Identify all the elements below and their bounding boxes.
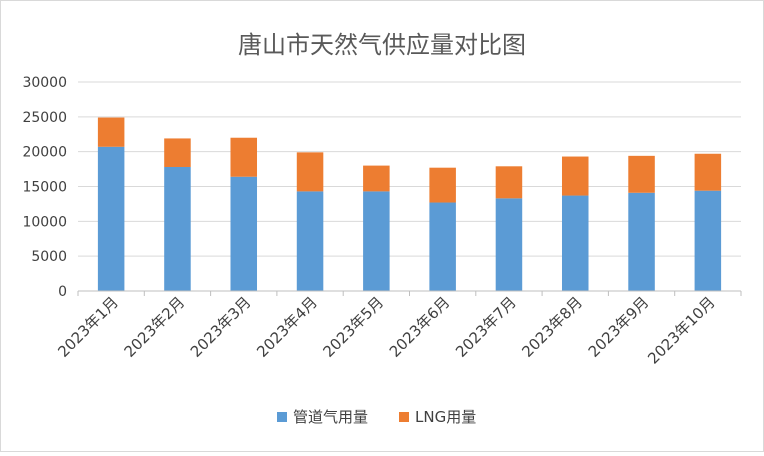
bar-pipeline-gas xyxy=(694,190,722,291)
bar-lng xyxy=(628,155,655,193)
y-tick-label: 0 xyxy=(58,284,67,300)
bar-lng xyxy=(694,153,722,191)
x-tick-label: 2023年1月 xyxy=(54,293,122,361)
chart-title: 唐山市天然气供应量对比图 xyxy=(238,31,526,59)
legend: 管道气用量 LNG用量 xyxy=(277,408,476,426)
x-tick-label: 2023年4月 xyxy=(253,293,321,361)
x-axis-tick-labels: 2023年1月2023年2月2023年3月2023年4月2023年5月2023年… xyxy=(54,293,718,367)
y-tick-label: 25000 xyxy=(22,110,67,126)
bar-lng xyxy=(97,117,125,147)
bar-pipeline-gas xyxy=(296,191,324,291)
x-tick-label: 2023年10月 xyxy=(644,293,718,367)
bar-lng xyxy=(363,165,390,192)
bar-pipeline-gas xyxy=(628,192,655,291)
legend-label-lng: LNG用量 xyxy=(415,408,476,426)
x-tick-label: 2023年5月 xyxy=(319,293,387,361)
bar-lng xyxy=(296,152,324,192)
y-tick-label: 5000 xyxy=(31,249,67,265)
bar-lng xyxy=(561,156,589,196)
bar-pipeline-gas xyxy=(429,202,456,291)
x-tick-label: 2023年7月 xyxy=(452,293,520,361)
bar-pipeline-gas xyxy=(164,166,191,291)
y-tick-label: 10000 xyxy=(22,214,67,230)
legend-swatch-pipeline-gas xyxy=(277,412,287,422)
bar-lng xyxy=(429,167,456,203)
y-axis-tick-labels: 0 5000 10000 15000 20000 25000 30000 xyxy=(22,75,67,300)
bar-pipeline-gas xyxy=(363,191,390,291)
bar-lng xyxy=(230,137,258,177)
y-tick-label: 30000 xyxy=(22,75,67,91)
bar-pipeline-gas xyxy=(561,195,589,291)
bars xyxy=(97,117,722,291)
legend-label-pipeline-gas: 管道气用量 xyxy=(293,408,368,426)
x-tick-label: 2023年9月 xyxy=(585,293,653,361)
x-tick-label: 2023年3月 xyxy=(187,293,255,361)
y-tick-label: 15000 xyxy=(22,180,67,196)
x-tick-label: 2023年8月 xyxy=(518,293,586,361)
bar-pipeline-gas xyxy=(495,198,523,291)
x-tick-label: 2023年6月 xyxy=(386,293,454,361)
x-tick-label: 2023年2月 xyxy=(121,293,189,361)
bar-pipeline-gas xyxy=(230,176,258,291)
y-tick-label: 20000 xyxy=(22,145,67,161)
x-axis xyxy=(77,290,742,296)
legend-swatch-lng xyxy=(399,412,409,422)
bar-lng xyxy=(164,138,191,167)
bar-lng xyxy=(495,166,523,199)
bar-pipeline-gas xyxy=(97,146,125,291)
